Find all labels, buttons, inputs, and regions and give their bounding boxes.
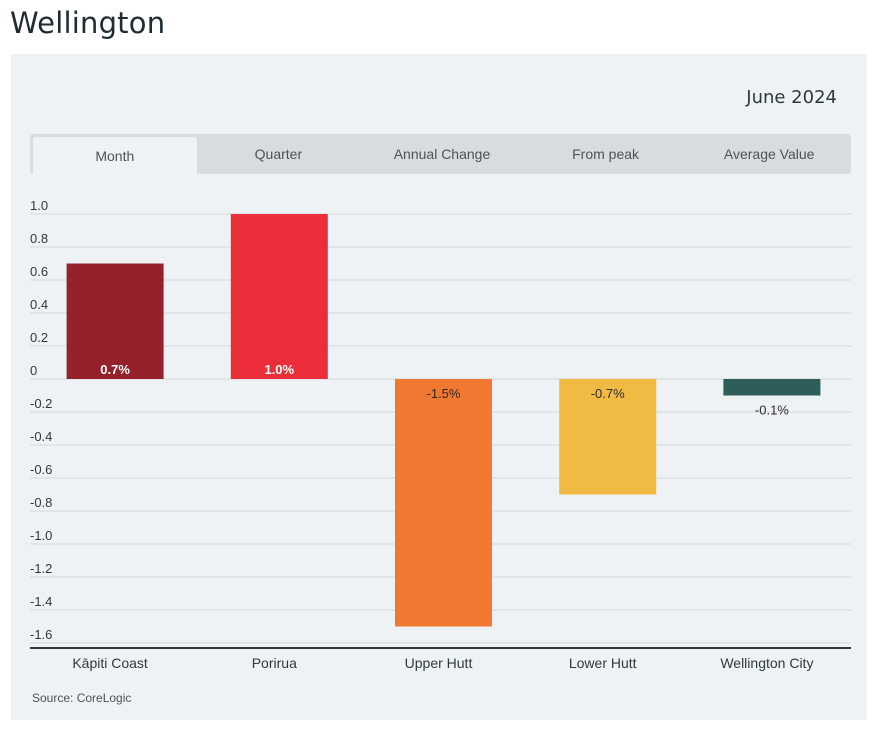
tab-month[interactable]: Month [33, 137, 197, 174]
bar [230, 214, 328, 379]
source-note: Source: CoreLogic [32, 691, 132, 705]
metric-tabs: Month Quarter Annual Change From peak Av… [30, 134, 851, 174]
bar [66, 263, 164, 379]
y-tick-label: -1.6 [30, 627, 52, 642]
y-tick-label: 0.2 [30, 330, 48, 345]
y-tick-label: -0.6 [30, 462, 52, 477]
tab-annual-change[interactable]: Annual Change [393, 146, 491, 162]
y-tick-label: 0.6 [30, 264, 48, 279]
bar-chart: 1.0 0.8 0.6 0.4 0.2 0 -0.2 -0.4 -0.6 -0.8 -1.0 -1.2… [30, 198, 851, 671]
data-label: -0.7% [591, 386, 625, 401]
period-date: June 2024 [746, 87, 837, 108]
data-label: 1.0% [264, 362, 294, 377]
y-tick-label: 0.4 [30, 297, 48, 312]
chart-card: June 2024 Month Quarter Annual Change Fr… [11, 54, 867, 720]
data-label: -0.1% [755, 403, 789, 418]
page-title: Wellington [10, 6, 166, 40]
data-label: 0.7% [100, 362, 130, 377]
y-tick-label: -0.4 [30, 429, 52, 444]
data-label: -1.5% [427, 386, 461, 401]
y-tick-label: 0 [30, 363, 37, 378]
bar [395, 379, 492, 627]
y-tick-label: 1.0 [30, 198, 48, 213]
y-tick-label: -1.0 [30, 528, 52, 543]
y-tick-label: -0.2 [30, 396, 52, 411]
y-tick-label: -1.2 [30, 561, 52, 576]
bar [559, 379, 657, 495]
tab-quarter[interactable]: Quarter [254, 146, 303, 162]
tab-average-value[interactable]: Average Value [723, 146, 815, 162]
bar [723, 379, 821, 396]
x-tick-label: Kāpiti Coast [72, 655, 148, 671]
x-tick-label: Upper Hutt [405, 655, 473, 671]
y-tick-label: -1.4 [30, 594, 52, 609]
x-tick-label: Lower Hutt [569, 655, 637, 671]
x-tick-label: Porirua [252, 655, 297, 671]
y-tick-label: -0.8 [30, 495, 52, 510]
y-tick-label: 0.8 [30, 231, 48, 246]
x-tick-label: Wellington City [720, 655, 813, 671]
tab-from-peak[interactable]: From peak [572, 146, 640, 162]
